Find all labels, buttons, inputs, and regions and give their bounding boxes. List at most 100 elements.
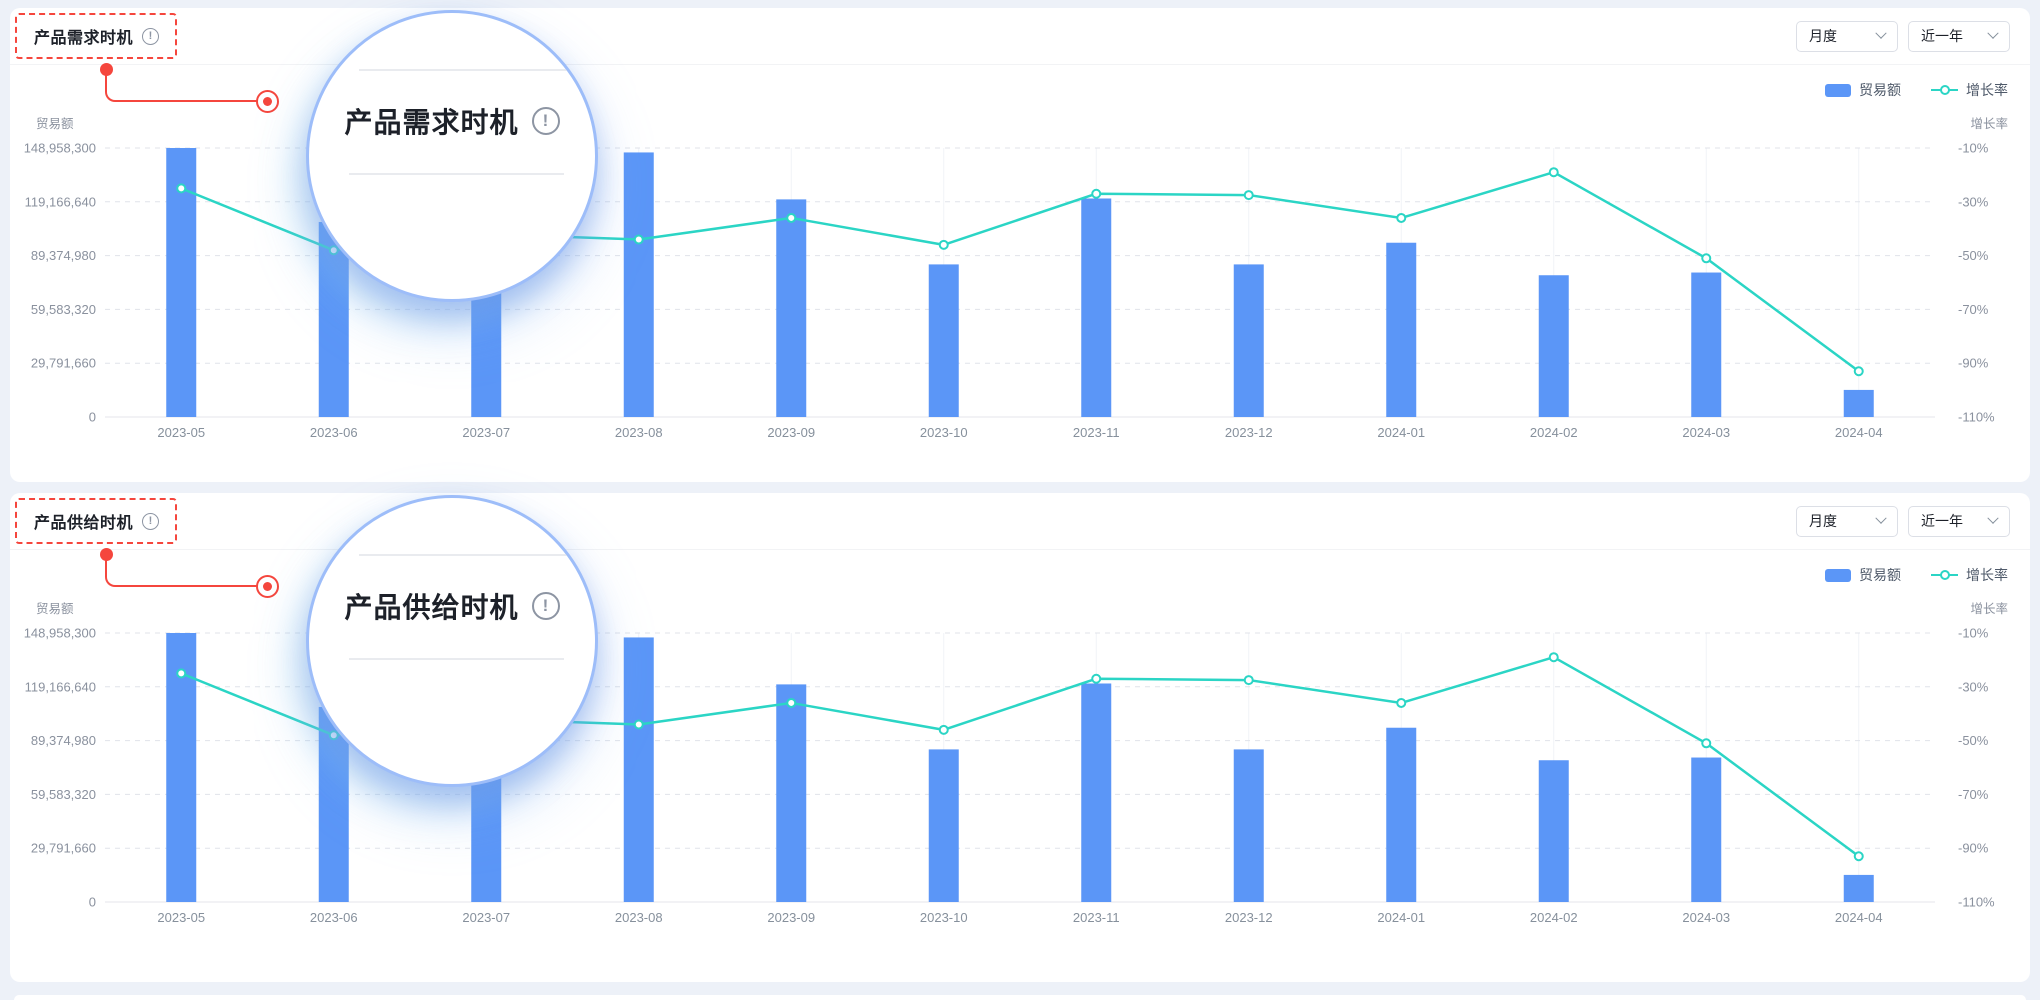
growth-rate-point[interactable]: [786, 212, 797, 223]
trade-amount-bar[interactable]: [928, 264, 959, 417]
left-axis-tick-label: 89,374,980: [31, 733, 96, 748]
trade-amount-bar[interactable]: [1843, 389, 1874, 417]
growth-rate-point[interactable]: [1701, 738, 1712, 749]
trade-amount-bar[interactable]: [1081, 683, 1112, 902]
trade-amount-bar[interactable]: [1538, 760, 1569, 902]
trade-amount-bar[interactable]: [1843, 874, 1874, 902]
right-axis-tick-label: -10%: [1958, 141, 1989, 156]
growth-rate-point[interactable]: [1243, 190, 1254, 201]
growth-rate-point[interactable]: [1548, 652, 1559, 663]
info-circle-icon: [531, 592, 560, 620]
trade-amount-bar[interactable]: [1691, 757, 1722, 902]
range-select[interactable]: 近一年: [1908, 20, 2010, 52]
period-select[interactable]: 月度: [1796, 505, 1898, 537]
growth-rate-point[interactable]: [633, 719, 644, 730]
growth-rate-point[interactable]: [938, 239, 949, 250]
page-title: 产品供给时机: [34, 515, 134, 532]
growth-rate-point[interactable]: [1091, 188, 1102, 199]
right-axis-tick-label: -90%: [1958, 841, 1989, 856]
bubble-divider: [349, 658, 564, 660]
growth-rate-point[interactable]: [1396, 697, 1407, 708]
legend-item-trade[interactable]: 贸易额: [1825, 80, 1901, 100]
legend-item-growth[interactable]: 增长率: [1931, 80, 2008, 100]
x-axis-label: 2023-05: [157, 425, 205, 440]
chart-legend: 贸易额 增长率: [10, 550, 2030, 585]
demand-timing-panel: 产品需求时机 月度 近一年 贸易额 增长率 贸易额 增长率 148,958,30…: [10, 8, 2030, 482]
trade-amount-bar[interactable]: [1081, 198, 1112, 417]
left-axis-tick-label: 148,958,300: [24, 141, 96, 156]
chart-controls: 月度 近一年: [1796, 20, 2010, 52]
x-axis-label: 2023-07: [462, 425, 510, 440]
right-axis-tick-label: -110%: [1958, 410, 1995, 425]
annotation-connector-line: [105, 72, 260, 102]
legend-label: 增长率: [1966, 567, 2008, 583]
x-axis-label: 2023-12: [1225, 425, 1273, 440]
bubble-title: 产品需求时机: [344, 107, 519, 138]
legend-label: 增长率: [1966, 82, 2008, 98]
right-axis-tick-label: -30%: [1958, 679, 1989, 694]
supply-timing-panel: 产品供给时机 月度 近一年 贸易额 增长率 贸易额 增长率 148,958,30…: [10, 493, 2030, 982]
trade-amount-bar[interactable]: [623, 637, 654, 902]
growth-rate-point[interactable]: [328, 245, 339, 256]
right-axis-tick-label: -30%: [1958, 194, 1989, 209]
growth-rate-point[interactable]: [1548, 167, 1559, 178]
bubble-divider: [349, 173, 564, 175]
annotation-target-icon: [256, 90, 279, 113]
growth-rate-point[interactable]: [1853, 851, 1864, 862]
trade-amount-bar[interactable]: [776, 199, 807, 417]
period-select-value: 月度: [1809, 513, 1837, 529]
growth-rate-point[interactable]: [633, 234, 644, 245]
x-axis-label: 2023-08: [615, 425, 663, 440]
growth-rate-point[interactable]: [1243, 675, 1254, 686]
annotation-connector-line: [105, 557, 260, 587]
info-circle-icon[interactable]: [142, 512, 160, 530]
trade-amount-bar[interactable]: [1691, 272, 1722, 417]
left-axis-tick-label: 0: [89, 895, 96, 910]
info-circle-icon[interactable]: [142, 27, 160, 45]
growth-rate-point[interactable]: [1701, 253, 1712, 264]
growth-rate-point[interactable]: [1396, 212, 1407, 223]
trade-amount-bar[interactable]: [1233, 749, 1264, 902]
x-axis-label: 2023-10: [920, 910, 968, 925]
left-axis-tick-label: 29,791,660: [31, 841, 96, 856]
bar-series-marker-icon: [1825, 568, 1851, 582]
left-axis-name: 贸易额: [36, 602, 74, 616]
right-axis-tick-label: -70%: [1958, 787, 1989, 802]
page-title: 产品需求时机: [34, 30, 134, 47]
x-axis-label: 2023-09: [767, 425, 815, 440]
growth-rate-point[interactable]: [1091, 673, 1102, 684]
trade-amount-bar[interactable]: [1386, 727, 1417, 902]
trade-amount-bar[interactable]: [1386, 242, 1417, 417]
range-select-value: 近一年: [1921, 28, 1963, 44]
growth-rate-point[interactable]: [1853, 366, 1864, 377]
trade-amount-bar[interactable]: [623, 152, 654, 417]
trade-amount-bar[interactable]: [1538, 275, 1569, 417]
growth-rate-point[interactable]: [328, 730, 339, 741]
left-axis-tick-label: 119,166,640: [25, 194, 96, 209]
trade-amount-bar[interactable]: [1233, 264, 1264, 417]
x-axis-label: 2023-08: [615, 910, 663, 925]
x-axis-label: 2024-02: [1530, 425, 1578, 440]
chevron-down-icon: [1875, 512, 1887, 524]
growth-rate-point[interactable]: [786, 697, 797, 708]
growth-rate-point[interactable]: [176, 668, 187, 679]
range-select[interactable]: 近一年: [1908, 505, 2010, 537]
left-axis-tick-label: 89,374,980: [31, 248, 96, 263]
axis-names-row: 贸易额 增长率: [10, 100, 2030, 132]
trade-amount-bar[interactable]: [776, 684, 807, 902]
legend-item-trade[interactable]: 贸易额: [1825, 565, 1901, 585]
left-axis-tick-label: 0: [89, 410, 96, 425]
info-circle-icon: [531, 107, 560, 135]
trade-amount-bar[interactable]: [928, 749, 959, 902]
legend-item-growth[interactable]: 增长率: [1931, 565, 2008, 585]
period-select[interactable]: 月度: [1796, 20, 1898, 52]
right-axis-name: 增长率: [1970, 602, 2008, 616]
bubble-divider: [359, 554, 595, 556]
growth-rate-point[interactable]: [938, 724, 949, 735]
line-series-marker-icon: [1931, 569, 1958, 582]
x-axis-label: 2024-04: [1835, 910, 1883, 925]
right-axis-tick-label: -90%: [1958, 356, 1989, 371]
growth-rate-point[interactable]: [176, 183, 187, 194]
right-axis-tick-label: -50%: [1958, 733, 1989, 748]
supply-timing-chart[interactable]: 148,958,300 -10% 119,166,640 -30% 89,374,980…: [10, 619, 2030, 931]
